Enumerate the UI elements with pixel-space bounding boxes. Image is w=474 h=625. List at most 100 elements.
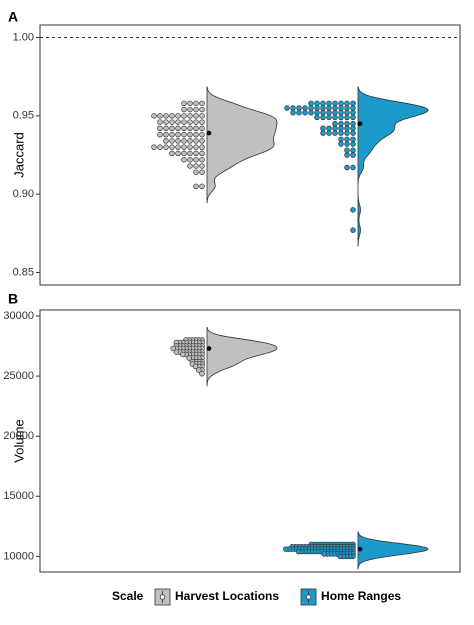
dot: [151, 113, 157, 119]
dot: [157, 119, 163, 125]
dot: [350, 120, 356, 127]
dot: [332, 100, 338, 107]
half-violin: [206, 326, 278, 387]
dot: [173, 349, 180, 355]
legend-label: Harvest Locations: [175, 589, 279, 603]
dot: [193, 163, 199, 169]
dot: [163, 144, 169, 150]
legend-icon: [305, 594, 312, 600]
dot: [199, 150, 205, 157]
dot: [196, 367, 202, 373]
dot: [157, 144, 163, 150]
dot: [308, 105, 314, 111]
dot: [163, 131, 169, 138]
dot: [199, 131, 205, 138]
dot: [338, 125, 344, 132]
dot: [175, 125, 181, 132]
dot: [181, 119, 187, 125]
dot: [187, 150, 193, 157]
plot-frame: [39, 309, 461, 573]
y-tick-label: 15000: [3, 490, 34, 502]
dot: [193, 131, 199, 138]
y-tick-label: 20000: [3, 430, 34, 442]
dot: [169, 125, 175, 132]
legend-label: Home Ranges: [321, 589, 401, 603]
dot: [344, 164, 350, 171]
dot: [187, 100, 193, 107]
dot: [187, 156, 193, 163]
dot: [181, 125, 187, 132]
dot: [199, 119, 205, 125]
dot: [157, 131, 163, 138]
dot: [332, 120, 338, 127]
dot: [338, 120, 344, 127]
dot: [338, 100, 344, 107]
dot: [169, 131, 175, 138]
dot: [193, 125, 199, 132]
y-axis-label: Jaccard: [11, 132, 26, 178]
dot: [199, 144, 205, 150]
dot: [187, 119, 193, 125]
dot: [199, 370, 205, 377]
dot: [350, 147, 356, 154]
dot: [157, 125, 163, 132]
dot: [175, 138, 181, 144]
dot: [350, 130, 356, 136]
dot: [350, 141, 356, 147]
dot: [344, 152, 350, 158]
dot: [193, 119, 199, 125]
dot: [193, 113, 199, 119]
dot: [338, 109, 344, 116]
dot: [199, 106, 205, 113]
mean-point: [357, 546, 363, 552]
dot: [284, 105, 290, 111]
y-tick-label: 30000: [3, 310, 34, 322]
dot: [199, 113, 205, 119]
y-tick-label: 25000: [3, 370, 34, 382]
half-violin: [206, 86, 278, 204]
y-tick-label: 10000: [3, 550, 34, 562]
dot: [199, 169, 205, 175]
dot: [350, 109, 356, 116]
dot: [151, 144, 157, 150]
dot: [344, 105, 350, 111]
dot: [187, 144, 193, 150]
dot: [350, 152, 356, 158]
dot: [163, 119, 169, 125]
dot: [314, 100, 320, 107]
dot: [350, 125, 356, 132]
dot: [320, 109, 326, 116]
dot: [350, 100, 356, 107]
dot: [344, 141, 350, 147]
dot: [338, 130, 344, 136]
dot: [192, 363, 199, 370]
dot: [326, 125, 332, 132]
dot: [332, 125, 338, 132]
y-tick-label: 0.85: [13, 266, 34, 278]
dot: [193, 169, 199, 175]
dot: [332, 109, 338, 116]
dot: [344, 125, 350, 132]
dot: [163, 138, 169, 144]
dot: [320, 125, 326, 132]
dot: [338, 105, 344, 111]
dot: [199, 156, 205, 163]
dot: [350, 227, 356, 233]
dot: [338, 114, 344, 121]
dot: [350, 164, 356, 171]
dot: [321, 551, 327, 557]
dot: [326, 100, 332, 107]
dot: [169, 113, 175, 119]
dot: [199, 100, 205, 107]
dot: [193, 144, 199, 150]
dot: [181, 150, 187, 157]
dot: [187, 163, 193, 169]
dot: [175, 144, 181, 150]
y-axis-label: Volume: [11, 419, 26, 462]
dot: [169, 119, 175, 125]
dot: [181, 138, 187, 144]
dot: [199, 125, 205, 132]
dot: [326, 114, 332, 121]
panel-label: A: [8, 9, 18, 25]
